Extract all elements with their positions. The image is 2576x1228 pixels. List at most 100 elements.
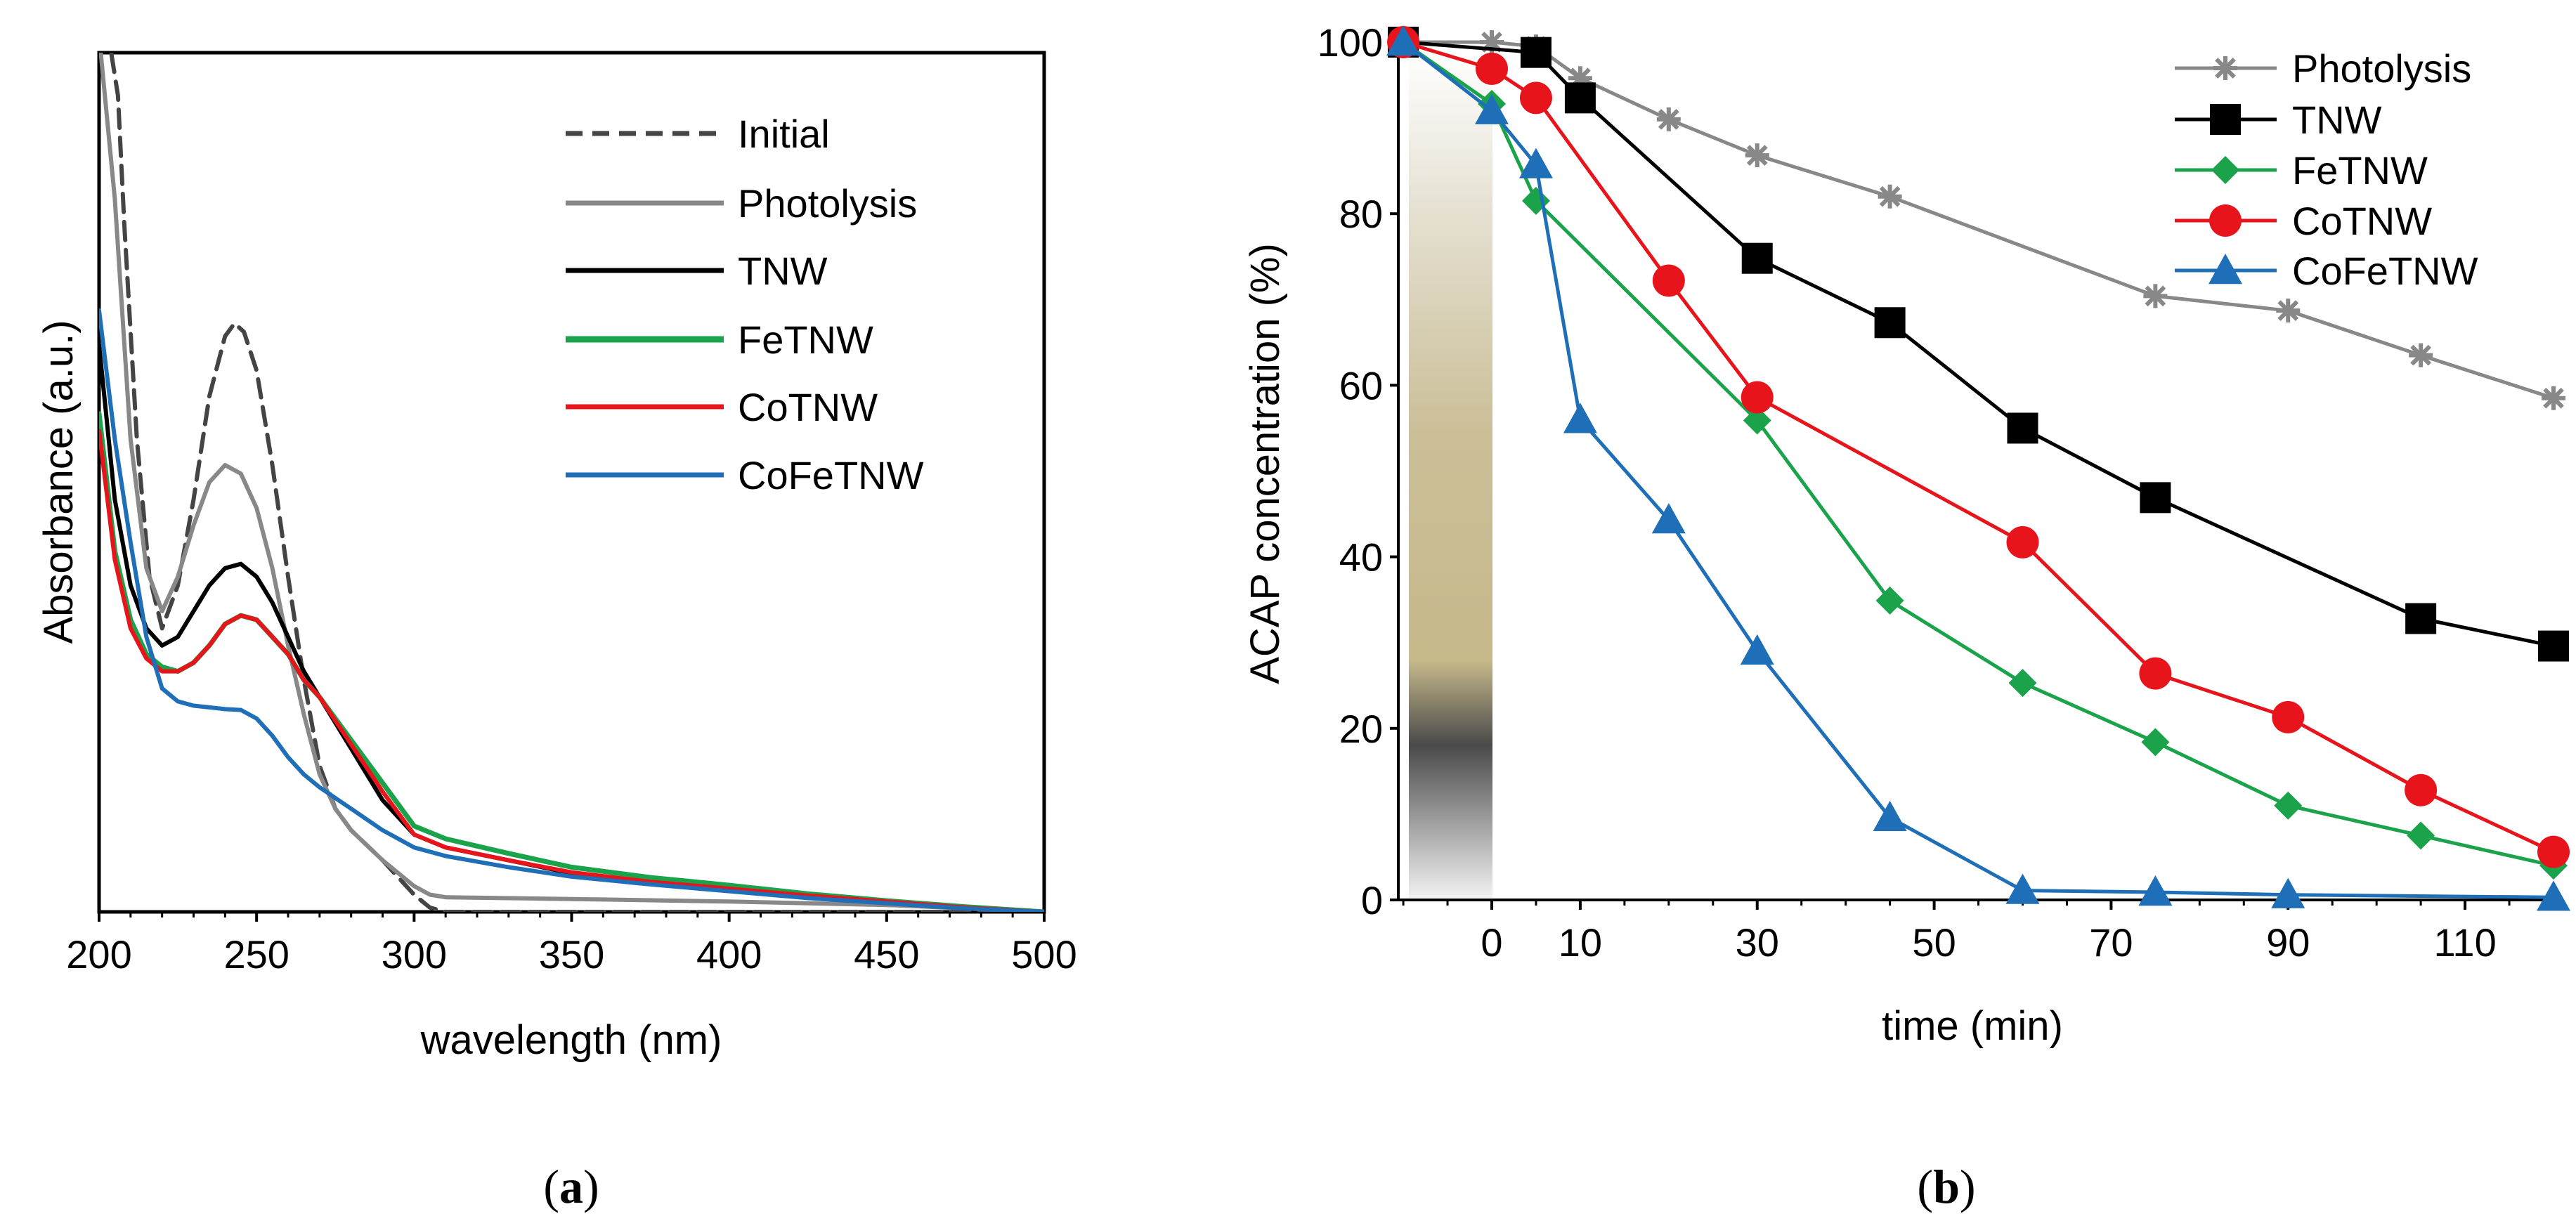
- legend-a-label-photolysis: Photolysis: [738, 181, 917, 226]
- legend-b-marker-fetnw: [2211, 156, 2239, 184]
- data-point-cotnw: [2537, 835, 2570, 868]
- legend-b-label-cotnw: CoTNW: [2292, 199, 2432, 243]
- y-tick-label: 40: [1339, 535, 1383, 580]
- y-tick-label: 100: [1318, 20, 1383, 65]
- legend-a-label-cotnw: CoTNW: [738, 385, 878, 429]
- x-tick-label: 0: [1481, 920, 1502, 965]
- x-tick-label: 90: [2266, 920, 2310, 965]
- chart-a-x-axis: 200 250 300 350 400 450 500: [66, 912, 1077, 976]
- x-tick-label: 450: [854, 932, 919, 976]
- chart-b-y-axis-title: ACAP concentration (%): [1242, 243, 1288, 684]
- data-point-tnw: [2007, 412, 2038, 444]
- data-point-tnw: [2538, 630, 2569, 662]
- data-point-fetnw: [2274, 791, 2303, 820]
- series-line-cofetnw: [99, 308, 1044, 912]
- x-tick-label: 350: [539, 932, 604, 976]
- x-tick-label: 300: [382, 932, 447, 976]
- data-point-photolysis: [1480, 30, 1504, 54]
- data-point-fetnw: [1875, 586, 1904, 615]
- y-tick-label: 80: [1339, 192, 1383, 236]
- data-point-cofetnw: [1518, 148, 1553, 178]
- data-point-cofetnw: [2005, 873, 2040, 904]
- data-point-cofetnw: [2537, 880, 2570, 911]
- data-point-fetnw: [2008, 669, 2037, 698]
- data-point-tnw: [1741, 242, 1773, 274]
- data-point-photolysis: [1656, 107, 1681, 131]
- chart-b: 0 20 40 60 80 100 0 10 30 50 70 90 110 time (min) A…: [1242, 20, 2570, 1213]
- chart-b-legend: Photolysis TNW FeTNW CoTNW CoFeTNW: [2175, 46, 2478, 293]
- chart-a-panel-label: (a): [543, 1160, 599, 1213]
- data-point-cofetnw: [1386, 25, 1421, 56]
- data-point-cofetnw: [1475, 93, 1509, 124]
- x-tick-label: 110: [2433, 920, 2496, 965]
- x-tick-label: 50: [1912, 920, 1956, 965]
- legend-b-label-photolysis: Photolysis: [2292, 46, 2471, 91]
- chart-a-x-axis-title: wavelength (nm): [420, 1017, 722, 1063]
- data-point-cotnw: [1741, 381, 1774, 414]
- data-point-cotnw: [2006, 525, 2039, 559]
- data-point-fetnw: [1743, 406, 1771, 435]
- series-line-initial: [109, 53, 1044, 912]
- legend-a-label-initial: Initial: [738, 112, 830, 156]
- chart-b-x-axis-title: time (min): [1882, 1003, 2063, 1049]
- data-point-cofetnw: [2271, 877, 2305, 908]
- chart-b-series-group: [1386, 25, 2570, 911]
- data-point-cotnw: [1519, 81, 1552, 115]
- x-tick-label: 500: [1011, 932, 1076, 976]
- chart-b-y-axis: 0 20 40 60 80 100: [1318, 20, 1398, 922]
- data-point-photolysis: [1568, 66, 1592, 91]
- dark-period-band: [1409, 49, 1492, 898]
- data-point-cotnw: [2139, 657, 2172, 690]
- chart-a-legend: Initial Photolysis TNW FeTNW CoTNW CoFeT…: [566, 112, 924, 497]
- chart-a: 200 250 300 350 400 450 500 wavelength (nm) Ab…: [36, 51, 1077, 1213]
- x-tick-label: 10: [1559, 920, 1602, 965]
- y-tick-label: 20: [1339, 707, 1383, 751]
- data-point-photolysis: [2542, 386, 2565, 410]
- data-point-photolysis: [2409, 343, 2433, 367]
- data-point-photolysis: [1745, 143, 1769, 168]
- chart-a-y-axis-title: Absorbance (a.u.): [36, 320, 82, 644]
- x-tick-label: 400: [696, 932, 762, 976]
- data-point-photolysis: [2143, 284, 2168, 308]
- legend-a-label-tnw: TNW: [738, 249, 828, 293]
- y-tick-label: 0: [1361, 878, 1383, 922]
- data-point-cofetnw: [1873, 800, 1907, 831]
- legend-b-marker-photolysis: [2213, 56, 2237, 80]
- series-line-photolysis: [99, 53, 1044, 912]
- data-point-fetnw: [2407, 821, 2435, 850]
- data-point-photolysis: [1878, 184, 1902, 209]
- x-tick-label: 250: [223, 932, 289, 976]
- data-point-tnw: [1874, 307, 1906, 339]
- legend-a-label-cofetnw: CoFeTNW: [738, 453, 924, 497]
- series-line-tnw: [99, 342, 1044, 912]
- x-tick-label: 70: [2089, 920, 2133, 965]
- x-tick-label: 30: [1736, 920, 1779, 965]
- legend-b-label-cofetnw: CoFeTNW: [2292, 249, 2478, 293]
- data-point-cofetnw: [1651, 503, 1686, 534]
- series-line-cotnw: [99, 429, 1044, 912]
- series-line-fetnw: [1402, 40, 2554, 868]
- data-point-cofetnw: [2138, 875, 2173, 906]
- legend-b-marker-cofetnw: [2209, 254, 2242, 285]
- data-point-cotnw: [2405, 773, 2438, 806]
- legend-a-label-fetnw: FeTNW: [738, 318, 873, 362]
- data-point-tnw: [2140, 482, 2171, 514]
- legend-b-label-fetnw: FeTNW: [2292, 148, 2428, 192]
- data-point-cotnw: [1652, 264, 1685, 297]
- data-point-cofetnw: [1740, 634, 1774, 665]
- data-point-photolysis: [2276, 299, 2301, 323]
- series-line-cotnw: [1403, 40, 2555, 854]
- data-point-tnw: [1520, 37, 1552, 68]
- data-point-cofetnw: [1563, 403, 1597, 433]
- data-point-fetnw: [2141, 728, 2170, 757]
- data-point-tnw: [2405, 603, 2437, 634]
- x-tick-label: 200: [66, 932, 131, 976]
- y-tick-label: 60: [1339, 363, 1383, 407]
- legend-b-marker-tnw: [2210, 104, 2241, 135]
- chart-a-series-group: [99, 53, 1044, 912]
- legend-b-marker-cotnw: [2209, 204, 2242, 237]
- chart-b-x-axis: 0 10 30 50 70 90 110: [1402, 900, 2555, 965]
- chart-b-panel-label: (b): [1917, 1160, 1975, 1213]
- data-point-cotnw: [1476, 52, 1508, 85]
